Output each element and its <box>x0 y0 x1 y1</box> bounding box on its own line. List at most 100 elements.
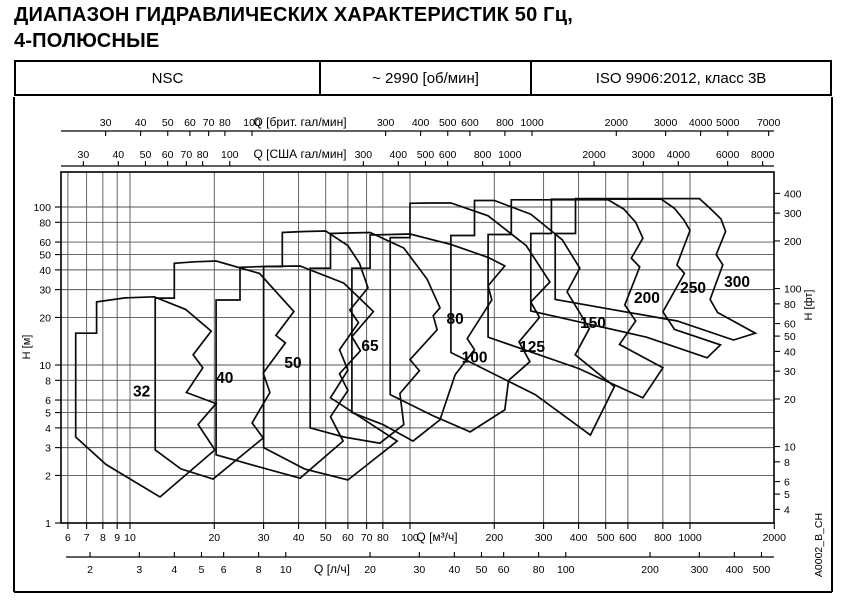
svg-text:300: 300 <box>535 532 553 544</box>
svg-text:40: 40 <box>135 117 147 129</box>
svg-text:80: 80 <box>197 149 209 161</box>
svg-text:50: 50 <box>476 564 488 576</box>
svg-text:500: 500 <box>597 532 615 544</box>
svg-text:4000: 4000 <box>689 117 713 129</box>
y-axis-m-label: H [м] <box>21 335 33 360</box>
svg-text:4000: 4000 <box>667 149 691 161</box>
svg-text:200: 200 <box>641 564 659 576</box>
title-line-2: 4-ПОЛЮСНЫЕ <box>14 30 160 52</box>
svg-text:1: 1 <box>45 518 51 530</box>
svg-text:200: 200 <box>784 236 802 248</box>
svg-text:600: 600 <box>461 117 479 129</box>
svg-text:800: 800 <box>474 149 492 161</box>
svg-text:300: 300 <box>355 149 373 161</box>
x-axis-us-label: Q [США гал/мин] <box>253 147 346 161</box>
svg-text:10: 10 <box>784 442 796 454</box>
svg-text:80: 80 <box>784 299 796 311</box>
svg-text:60: 60 <box>162 149 174 161</box>
svg-text:80: 80 <box>39 217 51 229</box>
svg-text:3000: 3000 <box>654 117 678 129</box>
svg-text:8: 8 <box>45 375 51 387</box>
envelope-150 <box>450 199 616 437</box>
svg-text:20: 20 <box>784 394 796 406</box>
envelope-label-80: 80 <box>447 311 464 328</box>
svg-text:100: 100 <box>33 202 51 214</box>
header-cell-standard: ISO 9906:2012, класс 3В <box>530 62 830 94</box>
svg-text:1000: 1000 <box>678 532 702 544</box>
svg-text:30: 30 <box>784 366 796 378</box>
envelope-300 <box>554 197 758 341</box>
svg-text:400: 400 <box>784 188 802 200</box>
svg-text:100: 100 <box>557 564 575 576</box>
svg-text:80: 80 <box>377 532 389 544</box>
svg-text:20: 20 <box>39 312 51 324</box>
svg-text:2000: 2000 <box>605 117 629 129</box>
svg-text:3: 3 <box>45 443 51 455</box>
svg-text:30: 30 <box>414 564 426 576</box>
svg-text:7: 7 <box>84 532 90 544</box>
svg-text:60: 60 <box>184 117 196 129</box>
svg-text:20: 20 <box>208 532 220 544</box>
svg-text:800: 800 <box>654 532 672 544</box>
svg-text:80: 80 <box>219 117 231 129</box>
envelope-200 <box>487 198 665 399</box>
svg-text:60: 60 <box>498 564 510 576</box>
x-axis-imp-label: Q [брит. гал/мин] <box>253 115 346 129</box>
svg-text:10: 10 <box>39 360 51 372</box>
svg-text:8000: 8000 <box>751 149 775 161</box>
svg-text:60: 60 <box>342 532 354 544</box>
svg-text:4: 4 <box>45 423 51 435</box>
svg-text:8: 8 <box>784 457 790 469</box>
svg-text:100: 100 <box>401 532 419 544</box>
svg-text:2000: 2000 <box>763 532 787 544</box>
envelope-40 <box>154 260 296 480</box>
envelope-65 <box>262 230 399 481</box>
envelope-label-32: 32 <box>133 384 150 401</box>
svg-text:6: 6 <box>65 532 71 544</box>
svg-text:2: 2 <box>87 564 93 576</box>
svg-text:5: 5 <box>45 408 51 420</box>
svg-text:6: 6 <box>784 477 790 489</box>
svg-text:8: 8 <box>100 532 106 544</box>
header-cell-series: NSC <box>151 69 184 87</box>
svg-text:100: 100 <box>221 149 239 161</box>
envelope-label-100: 100 <box>462 349 488 366</box>
svg-text:100: 100 <box>243 117 261 129</box>
svg-text:400: 400 <box>570 532 588 544</box>
envelope-label-150: 150 <box>580 315 606 332</box>
x-axis-main-label: Q [м³/ч] <box>416 530 457 544</box>
svg-text:50: 50 <box>140 149 152 161</box>
title-line-1: ДИАПАЗОН ГИДРАВЛИЧЕСКИХ ХАРАКТЕРИСТИК 50… <box>14 4 573 26</box>
svg-text:500: 500 <box>417 149 435 161</box>
svg-text:30: 30 <box>100 117 112 129</box>
svg-text:2: 2 <box>45 470 51 482</box>
svg-text:600: 600 <box>619 532 637 544</box>
envelope-50 <box>215 265 375 480</box>
svg-text:200: 200 <box>486 532 504 544</box>
envelope-label-200: 200 <box>634 290 660 307</box>
svg-text:9: 9 <box>114 532 120 544</box>
svg-text:70: 70 <box>181 149 193 161</box>
envelope-label-50: 50 <box>284 355 301 372</box>
x-axis-ls-label: Q [л/ч] <box>314 562 350 576</box>
svg-text:20: 20 <box>364 564 376 576</box>
svg-text:50: 50 <box>320 532 332 544</box>
header-cell-speed: ~ 2990 [об/мин] <box>319 62 530 94</box>
svg-text:10: 10 <box>280 564 292 576</box>
envelope-32 <box>74 295 218 499</box>
svg-text:4: 4 <box>784 504 790 516</box>
svg-text:500: 500 <box>439 117 457 129</box>
svg-text:10: 10 <box>124 532 136 544</box>
envelope-100 <box>351 233 507 443</box>
svg-text:4: 4 <box>171 564 177 576</box>
svg-text:300: 300 <box>377 117 395 129</box>
svg-text:6: 6 <box>221 564 227 576</box>
svg-text:6000: 6000 <box>716 149 740 161</box>
svg-text:600: 600 <box>439 149 457 161</box>
y-axis-ft-label: H [фт] <box>803 290 815 321</box>
envelope-label-40: 40 <box>216 370 233 387</box>
svg-text:5: 5 <box>784 489 790 501</box>
